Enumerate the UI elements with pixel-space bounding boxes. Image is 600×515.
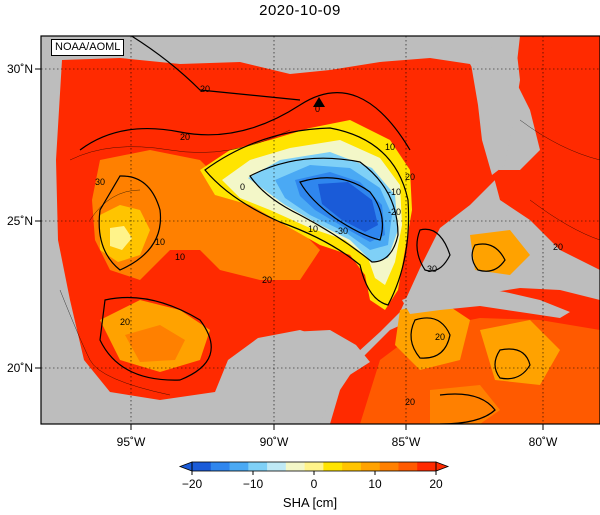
south-warm-core: [125, 325, 185, 362]
contour-label: 20: [553, 242, 563, 252]
colorbar-segment: [285, 462, 306, 471]
caribbean-warm-1: [395, 300, 470, 370]
colorbar-segment: [229, 462, 249, 471]
colorbar-segment: [248, 462, 268, 471]
colorbar-label: SHA [cm]: [282, 495, 338, 510]
cuba-land: [402, 286, 570, 318]
tick-marks: [35, 68, 544, 430]
x-tick-label: 80˚W: [529, 435, 558, 449]
contour-label: 30: [427, 264, 437, 274]
yucatan-land: [225, 330, 370, 424]
credit-label: NOAA/AOML: [51, 39, 125, 56]
colorbar-tick-label: 10: [368, 477, 382, 491]
x-tick-label: 95˚W: [117, 435, 146, 449]
colorbar-segment: [342, 462, 362, 471]
map-title: 2020-10-09: [259, 2, 341, 19]
contour-label: 0: [240, 182, 245, 192]
cold-eddy-core: [318, 182, 378, 232]
caribbean-warm-2: [480, 320, 560, 385]
colorbar-tick-label: 20: [429, 477, 443, 491]
colorbar-segment: [323, 462, 343, 471]
colorbar-segment: [379, 462, 399, 471]
contour-label: 20: [405, 397, 415, 407]
west-warm-peak: [110, 226, 132, 250]
contour-label: 20: [435, 332, 445, 342]
contour-label: 0: [315, 104, 320, 114]
colorbar-segment: [192, 462, 212, 471]
colorbar-tick-label: −10: [243, 477, 264, 491]
florida-land: [470, 36, 520, 175]
marker-triangle: [313, 97, 325, 107]
x-tick-label: 85˚W: [392, 435, 421, 449]
y-tick-label: 30˚N: [7, 62, 33, 76]
contour-label: 20: [405, 172, 415, 182]
west-warm-zone: [92, 150, 320, 280]
contour-label: 10: [175, 252, 185, 262]
contour-label: 10: [308, 224, 318, 234]
contour-label: 30: [95, 177, 105, 187]
fine-contours: [59, 119, 600, 396]
contour-label: 20: [180, 132, 190, 142]
colorbar-segment: [304, 462, 324, 471]
contour-label: 10: [155, 237, 165, 247]
colorbar-low-arrow: [178, 461, 193, 472]
contour-label: -10: [388, 187, 401, 197]
colorbar-tick-label: −20: [182, 477, 203, 491]
contour-label: 20: [262, 275, 272, 285]
contour-label-group: 0 0 10 -10 -20 -30 10 20 10 10 20 20 30 …: [95, 84, 563, 407]
contour-lines: [79, 36, 531, 424]
colorbar-segment: [210, 462, 231, 471]
colorbar-segment: [417, 462, 437, 471]
x-tick-label: 90˚W: [260, 435, 289, 449]
colorbar-tick-label: 0: [311, 477, 318, 491]
colorbar-high-arrow: [435, 461, 450, 472]
colorbar-segment: [267, 462, 287, 471]
y-tick-label: 20˚N: [7, 361, 33, 375]
colorbar-ticks: [191, 471, 437, 475]
plot-frame: [40, 35, 600, 425]
grid-lines: [41, 36, 600, 424]
contour-label: 20: [200, 84, 210, 94]
contour-label: 10: [385, 142, 395, 152]
contour-label: 20: [120, 317, 130, 327]
contour-label: -30: [335, 226, 348, 236]
colorbar: [178, 461, 450, 472]
y-tick-label: 25˚N: [7, 214, 33, 228]
colorbar-segment: [360, 462, 381, 471]
colorbar-segment: [398, 462, 418, 471]
contour-label: -20: [388, 207, 401, 217]
